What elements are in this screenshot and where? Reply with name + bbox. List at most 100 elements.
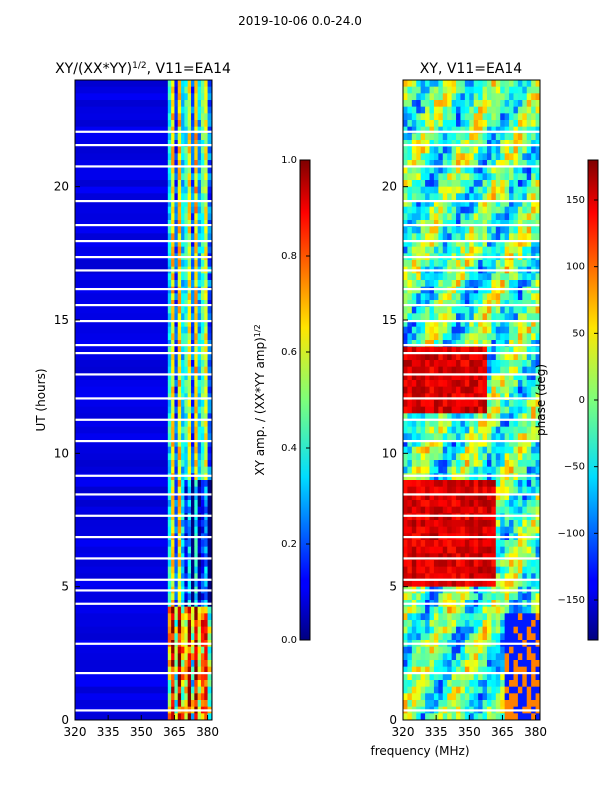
heatmap-cell: [407, 206, 413, 214]
heatmap-cell: [191, 453, 195, 461]
heatmap-cell: [469, 313, 475, 321]
heatmap-cell: [174, 653, 179, 661]
heatmap-cell: [411, 520, 417, 528]
heatmap-cell: [181, 360, 185, 368]
heatmap-cell: [411, 446, 417, 454]
heatmap-cell: [491, 226, 497, 234]
heatmap-cell: [411, 333, 417, 341]
heatmap-cell: [522, 453, 528, 461]
heatmap-cell: [194, 166, 199, 174]
heatmap-cell: [531, 393, 537, 401]
heatmap-cell: [495, 120, 501, 128]
heatmap-cell: [187, 373, 192, 381]
heatmap-cell: [177, 666, 182, 674]
figure-suptitle: 2019-10-06 0.0-24.0: [238, 14, 362, 28]
heatmap-cell: [187, 320, 192, 328]
heatmap-cell: [200, 526, 205, 534]
heatmap-cell: [491, 233, 497, 241]
heatmap-cell: [495, 360, 501, 368]
heatmap-cell: [433, 146, 439, 154]
heatmap-cell: [200, 153, 205, 161]
heatmap-cell: [447, 400, 453, 408]
heatmap-cell: [504, 160, 510, 168]
heatmap-cell: [187, 440, 192, 448]
heatmap-cell: [486, 500, 492, 508]
heatmap-cell: [420, 580, 426, 588]
amplitude-title: XY/(XX*YY)1/2, V11=EA14: [55, 61, 231, 77]
heatmap-cell: [191, 513, 195, 521]
heatmap-cell: [495, 80, 501, 88]
heatmap-cell: [75, 346, 168, 354]
heatmap-cell: [184, 140, 189, 148]
heatmap-cell: [460, 553, 466, 561]
heatmap-cell: [500, 580, 506, 588]
heatmap-cell: [191, 260, 195, 268]
heatmap-cell: [416, 646, 422, 654]
heatmap-cell: [456, 186, 461, 194]
heatmap-cell: [442, 113, 448, 121]
heatmap-cell: [491, 700, 497, 708]
heatmap-cell: [207, 293, 212, 301]
heatmap-cell: [460, 373, 466, 381]
heatmap-cell: [181, 160, 185, 168]
heatmap-cell: [442, 440, 448, 448]
heatmap-cell: [187, 313, 192, 321]
heatmap-cell: [204, 493, 209, 501]
heatmap-cell: [517, 560, 523, 568]
heatmap-cell: [500, 486, 506, 494]
heatmap-cell: [495, 566, 501, 574]
heatmap-cell: [517, 380, 523, 388]
heatmap-cell: [429, 346, 435, 354]
heatmap-cell: [174, 306, 179, 314]
heatmap-cell: [504, 433, 510, 441]
heatmap-cell: [504, 486, 510, 494]
heatmap-cell: [517, 413, 523, 421]
heatmap-cell: [442, 333, 448, 341]
heatmap-cell: [460, 473, 466, 481]
heatmap-cell: [473, 373, 479, 381]
heatmap-cell: [197, 133, 202, 141]
heatmap-cell: [486, 353, 492, 361]
heatmap-cell: [438, 506, 444, 514]
heatmap-cell: [486, 306, 492, 314]
heatmap-cell: [191, 546, 195, 554]
heatmap-cell: [174, 580, 179, 588]
heatmap-cell: [207, 633, 212, 641]
heatmap-cell: [181, 553, 185, 561]
heatmap-cell: [513, 93, 519, 101]
heatmap-cell: [451, 353, 457, 361]
heatmap-cell: [451, 633, 457, 641]
heatmap-cell: [522, 93, 528, 101]
heatmap-cell: [442, 466, 448, 474]
heatmap-cell: [522, 320, 528, 328]
heatmap-cell: [438, 333, 444, 341]
heatmap-cell: [194, 413, 199, 421]
heatmap-cell: [464, 273, 470, 281]
heatmap-cell: [447, 686, 453, 694]
heatmap-cell: [425, 426, 431, 434]
heatmap-cell: [407, 300, 413, 308]
heatmap-cell: [451, 300, 457, 308]
heatmap-cell: [184, 406, 189, 414]
heatmap-cell: [456, 393, 461, 401]
heatmap-cell: [425, 173, 431, 181]
heatmap-cell: [456, 613, 461, 621]
heatmap-cell: [204, 360, 209, 368]
colorbar-tick-label: 0.8: [281, 251, 297, 262]
heatmap-cell: [204, 546, 209, 554]
heatmap-cell: [464, 486, 470, 494]
heatmap-cell: [184, 420, 189, 428]
heatmap-cell: [177, 400, 182, 408]
heatmap-cell: [456, 153, 461, 161]
heatmap-cell: [174, 160, 179, 168]
heatmap-cell: [451, 493, 457, 501]
heatmap-cell: [451, 126, 457, 134]
heatmap-cell: [500, 353, 506, 361]
heatmap-cell: [433, 206, 439, 214]
heatmap-cell: [500, 606, 506, 614]
heatmap-cell: [171, 320, 175, 328]
heatmap-cell: [407, 133, 413, 141]
heatmap-cell: [411, 606, 417, 614]
heatmap-cell: [433, 180, 439, 188]
heatmap-cell: [191, 626, 195, 634]
